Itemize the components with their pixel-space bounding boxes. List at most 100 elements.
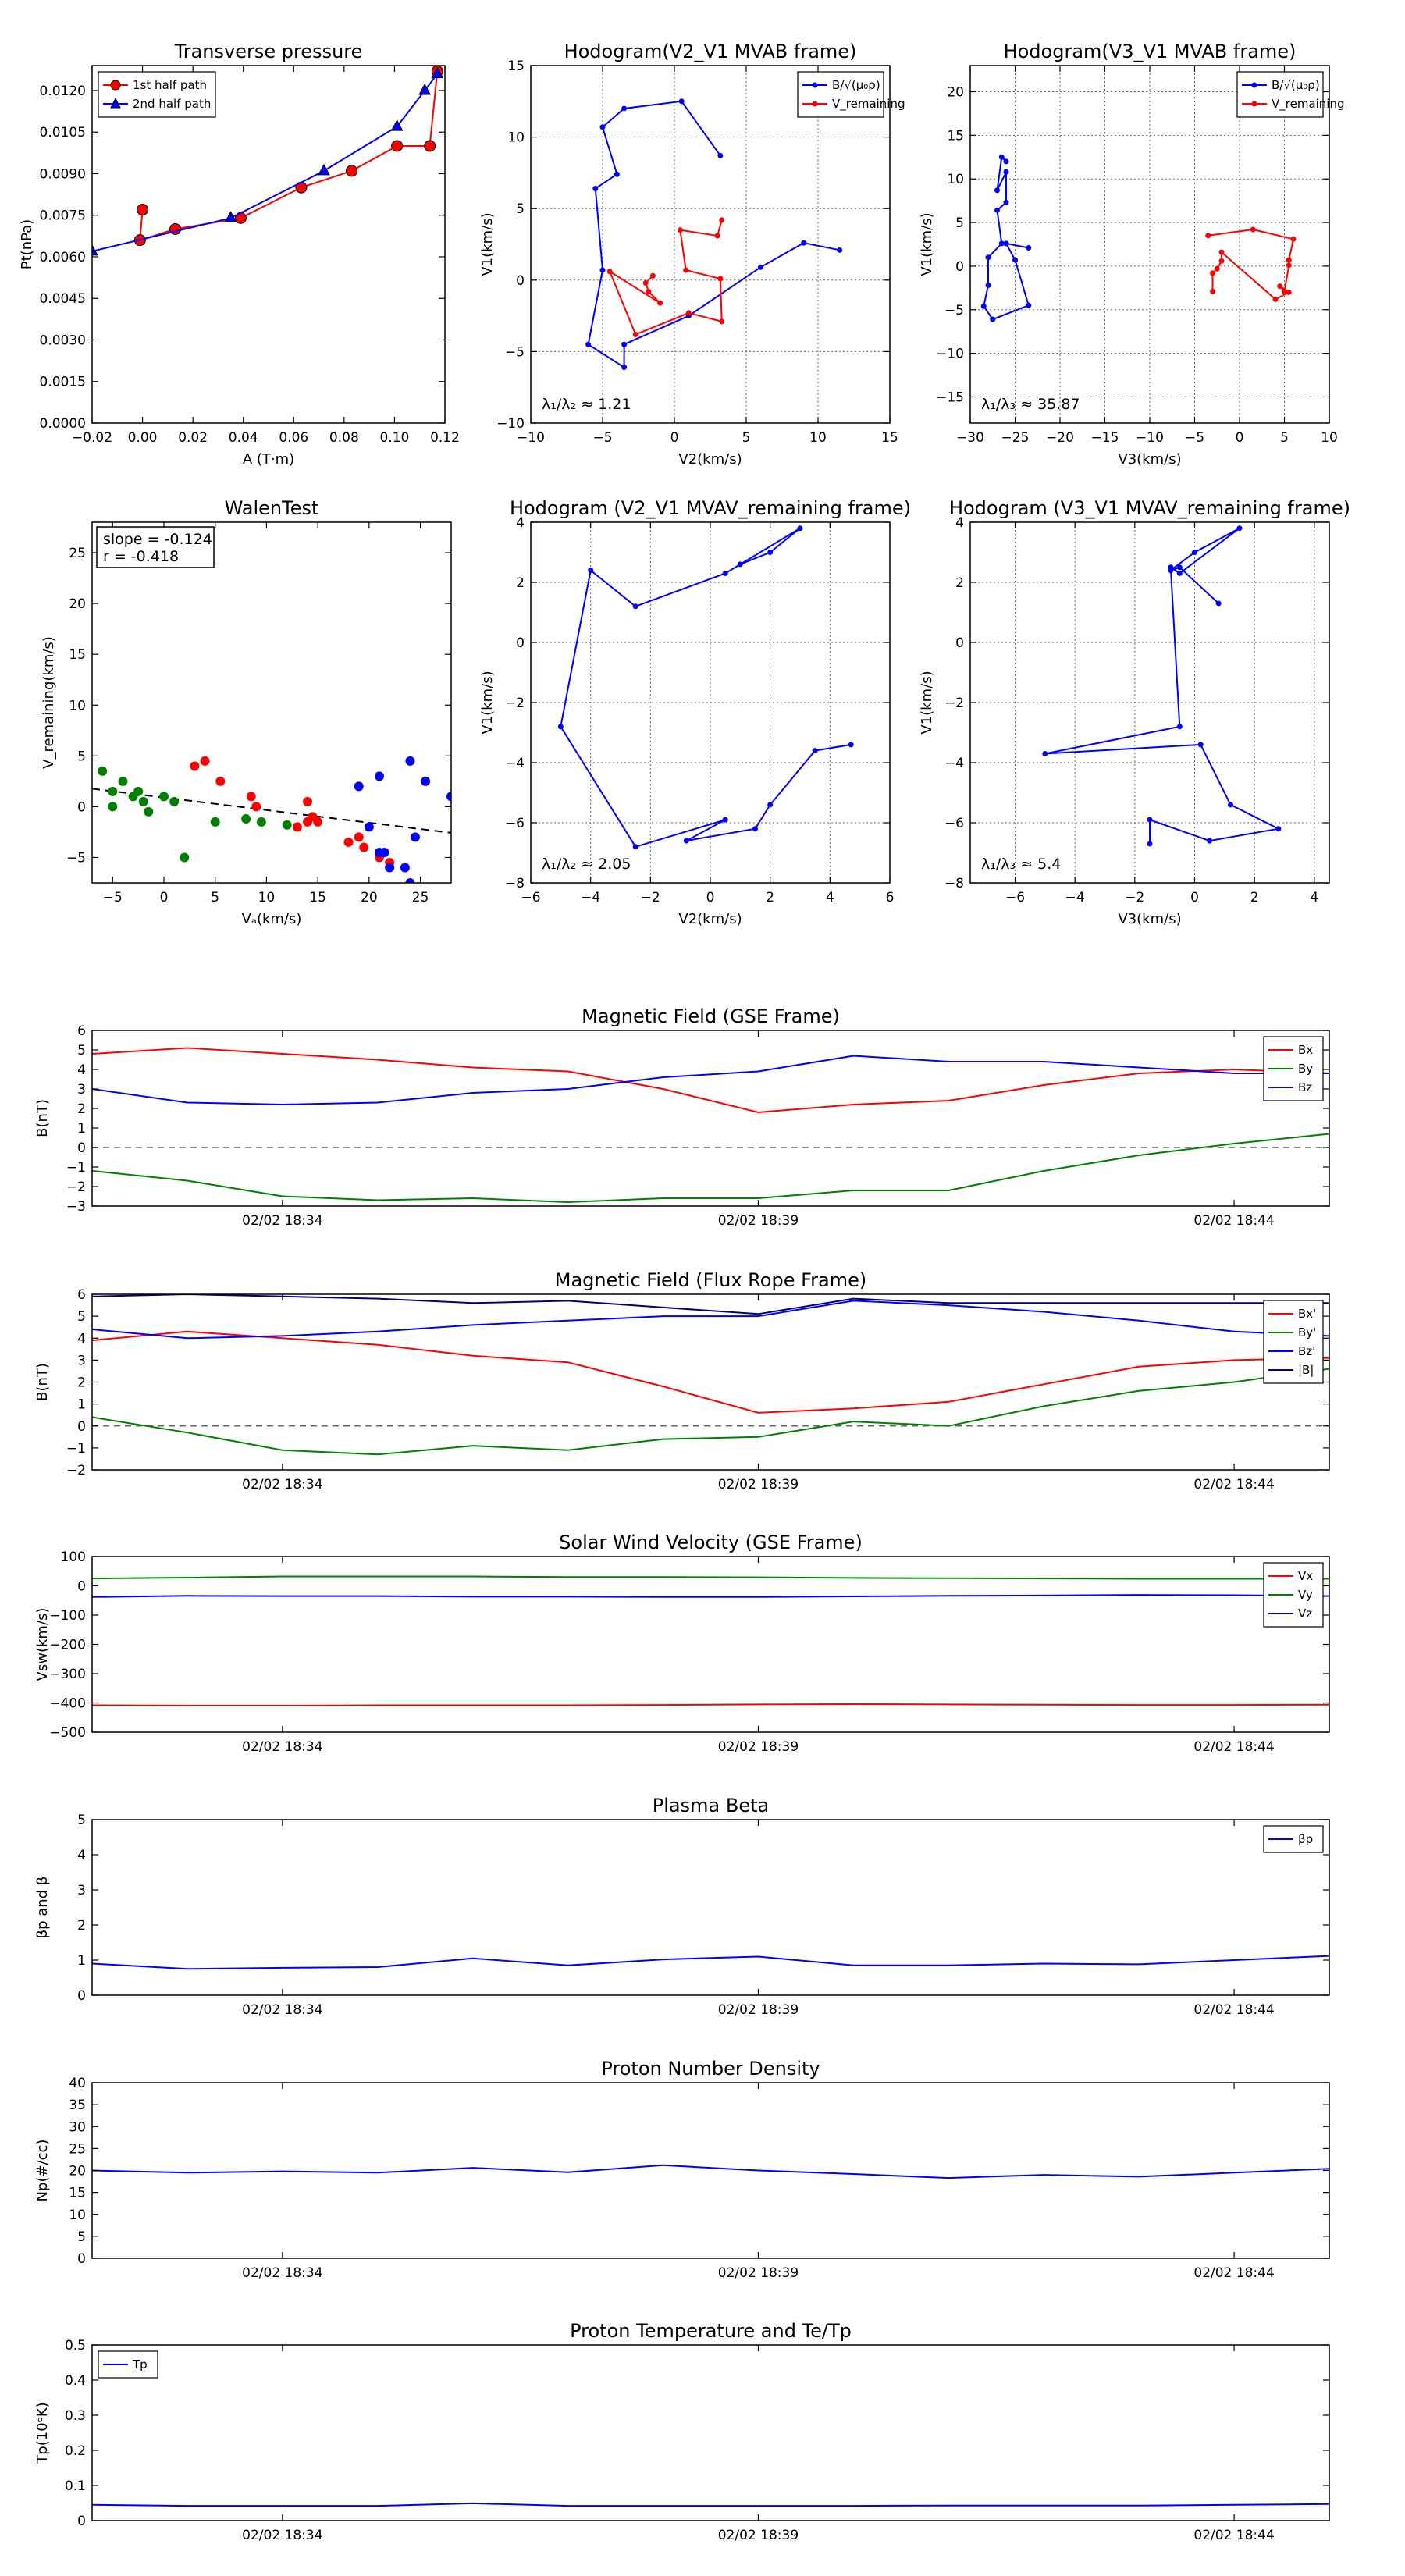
y-tick-label: 2: [77, 1101, 86, 1117]
data-point: [133, 786, 144, 796]
x-tick-label: 15: [881, 430, 898, 446]
y-tick-label: 4: [77, 1848, 86, 1863]
annotation-text: λ₁/λ₂ ≈ 2.05: [542, 856, 631, 873]
data-point: [614, 171, 620, 177]
data-point: [998, 154, 1005, 160]
series-0: [557, 525, 854, 850]
series-line: [587, 100, 840, 369]
y-tick-label: 0: [516, 635, 525, 651]
x-tick-label: 02/02 18:44: [1193, 2002, 1274, 2018]
data-point: [1026, 302, 1032, 308]
data-point: [224, 211, 237, 222]
series-line: [92, 1300, 1329, 1340]
x-tick-label: 0.06: [279, 430, 308, 446]
legend-marker: [812, 101, 818, 107]
x-tick-label: −6: [521, 890, 540, 906]
series-line: [92, 1575, 1329, 1580]
chart-title: Hodogram(V2_V1 MVAB frame): [564, 41, 857, 62]
y-tick-label: 0.0060: [40, 250, 86, 265]
y-tick-label: 1: [77, 1953, 86, 1969]
y-tick-label: −15: [936, 390, 964, 405]
data-point: [303, 817, 312, 827]
data-point: [364, 822, 374, 832]
y-tick-label: 5: [516, 201, 525, 217]
y-tick-label: −1: [66, 1441, 86, 1457]
data-point: [1012, 257, 1018, 263]
data-point: [678, 98, 685, 105]
y-tick-label: 0: [77, 1140, 86, 1156]
y-axis-label: B(nT): [34, 1099, 51, 1137]
y-tick-label: 20: [947, 85, 964, 101]
data-point: [431, 66, 444, 79]
data-point: [1286, 289, 1292, 295]
data-point: [998, 240, 1005, 247]
y-tick-label: −500: [49, 1725, 86, 1741]
y-tick-label: 6: [77, 1023, 86, 1039]
data-point: [980, 303, 987, 309]
data-point: [1168, 564, 1174, 571]
y-tick-label: 4: [77, 1062, 86, 1078]
data-point: [215, 776, 226, 786]
x-tick-label: −4: [1065, 890, 1085, 906]
data-point: [108, 786, 118, 796]
y-tick-label: 5: [955, 215, 964, 231]
y-tick-label: 3: [77, 1353, 86, 1368]
y-tick-label: 35: [69, 2097, 86, 2113]
y-tick-label: 2: [955, 575, 964, 591]
data-point: [1282, 288, 1287, 294]
data-point: [354, 781, 364, 792]
y-tick-label: −5: [505, 344, 525, 360]
data-point: [421, 776, 431, 786]
data-point: [757, 264, 763, 270]
chart-title: Transverse pressure: [174, 41, 363, 62]
data-point: [1176, 570, 1183, 576]
data-point: [994, 187, 1000, 194]
series-line: [983, 155, 1030, 321]
data-point: [346, 165, 358, 177]
x-tick-label: 5: [211, 890, 219, 906]
x-tick-label: 02/02 18:34: [242, 1739, 322, 1755]
x-tick-label: 0: [160, 890, 169, 906]
data-point: [722, 570, 728, 576]
plot-frame: [969, 65, 1330, 424]
y-tick-label: 0: [77, 2514, 86, 2529]
x-axis-label: A (T·m): [243, 451, 294, 468]
data-point: [251, 802, 261, 812]
y-tick-label: 2: [77, 1375, 86, 1391]
y-tick-label: −6: [944, 816, 964, 831]
y-tick-label: 0: [77, 2251, 86, 2267]
data-point: [98, 766, 108, 776]
x-tick-label: 2: [1250, 890, 1259, 906]
legend-label: By: [1298, 1062, 1313, 1076]
legend: B/√(μ₀ρ) V_remaining: [1236, 71, 1345, 118]
data-point: [1003, 169, 1009, 175]
legend-label: 2nd half path: [133, 97, 211, 111]
y-tick-label: 0: [77, 799, 86, 815]
data-point: [210, 817, 220, 827]
data-point: [359, 842, 369, 852]
y-tick-label: 5: [77, 1309, 86, 1325]
chart-title: Hodogram(V3_V1 MVAB frame): [1004, 41, 1297, 62]
data-point: [1236, 525, 1243, 532]
x-tick-label: 02/02 18:34: [242, 2002, 322, 2018]
data-point: [985, 254, 991, 261]
x-tick-label: 02/02 18:39: [718, 1477, 799, 1493]
data-point: [385, 863, 395, 873]
chart-beta: 02/02 18:34 02/02 18:39 02/02 18:44 0 1 2 3 4 5 P…: [34, 1795, 1330, 2018]
data-point: [446, 792, 451, 802]
series-line: [92, 1055, 1329, 1106]
chart-title: Solar Wind Velocity (GSE Frame): [559, 1532, 863, 1553]
series-line: [92, 1594, 1329, 1598]
data-point: [797, 525, 803, 532]
data-point: [599, 267, 606, 273]
data-point: [717, 276, 724, 282]
data-point: [343, 837, 354, 847]
x-tick-label: −4: [581, 890, 600, 906]
legend-label: Vy: [1298, 1588, 1313, 1602]
legend: Bx' By' Bz' |B|: [1263, 1300, 1324, 1384]
y-tick-label: 100: [61, 1550, 86, 1565]
y-tick-label: 0.0090: [40, 166, 86, 182]
data-point: [1286, 262, 1292, 269]
y-tick-label: −200: [49, 1638, 86, 1653]
legend-label: 1st half path: [133, 78, 207, 92]
